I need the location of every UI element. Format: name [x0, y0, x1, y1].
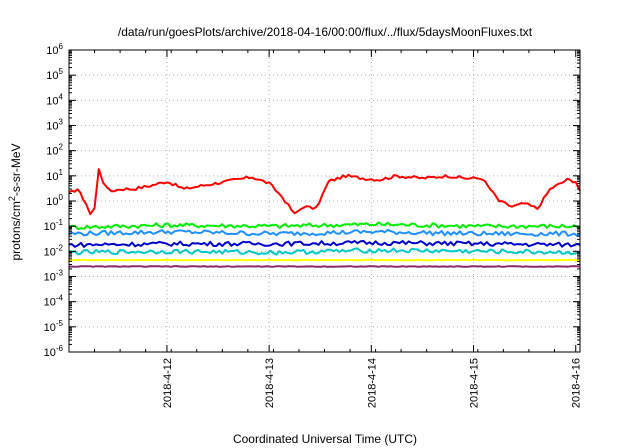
- series-line: [68, 247, 581, 256]
- y-tick-label: 101: [46, 168, 63, 183]
- x-tick-label: 2018-4-15: [469, 358, 481, 408]
- data-series: [68, 168, 581, 268]
- y-tick-label: 10-3: [44, 269, 64, 284]
- y-axis-label: protons/cm2-s-sr-MeV: [7, 143, 23, 260]
- y-tick-label: 10-2: [44, 243, 64, 258]
- y-tick-label: 10-4: [44, 294, 64, 309]
- y-tick-label: 103: [46, 118, 63, 133]
- series-line: [68, 168, 581, 216]
- series-line: [68, 240, 581, 248]
- y-tick-label: 10-5: [44, 319, 64, 334]
- chart-title: /data/run/goesPlots/archive/2018-04-16/0…: [118, 25, 533, 39]
- y-tick-label: 106: [46, 42, 63, 57]
- x-tick-label: 2018-4-12: [162, 358, 174, 408]
- series-line: [68, 221, 581, 231]
- y-tick-label: 100: [46, 193, 63, 208]
- x-tick-label: 2018-4-14: [366, 358, 378, 408]
- x-tick-label: 2018-4-13: [264, 358, 276, 408]
- series-line: [68, 258, 581, 262]
- series-line: [68, 229, 581, 237]
- y-tick-label: 102: [46, 143, 63, 158]
- y-tick-label: 105: [46, 67, 63, 82]
- y-tick-label: 10-1: [44, 218, 64, 233]
- y-tick-label: 10-6: [44, 344, 64, 359]
- x-axis-ticks: 2018-4-12 2018-4-13 2018-4-14 2018-4-15 2018…: [68, 50, 583, 408]
- series-line: [69, 265, 581, 268]
- y-axis-ticks: 10-6 10-5 10-4 10-3 10-2 10-1 100 101 102 103 104 1…: [44, 42, 580, 359]
- y-tick-label: 104: [46, 92, 63, 107]
- x-tick-label: 2018-4-16: [571, 358, 583, 408]
- x-axis-label: Coordinated Universal Time (UTC): [233, 432, 417, 446]
